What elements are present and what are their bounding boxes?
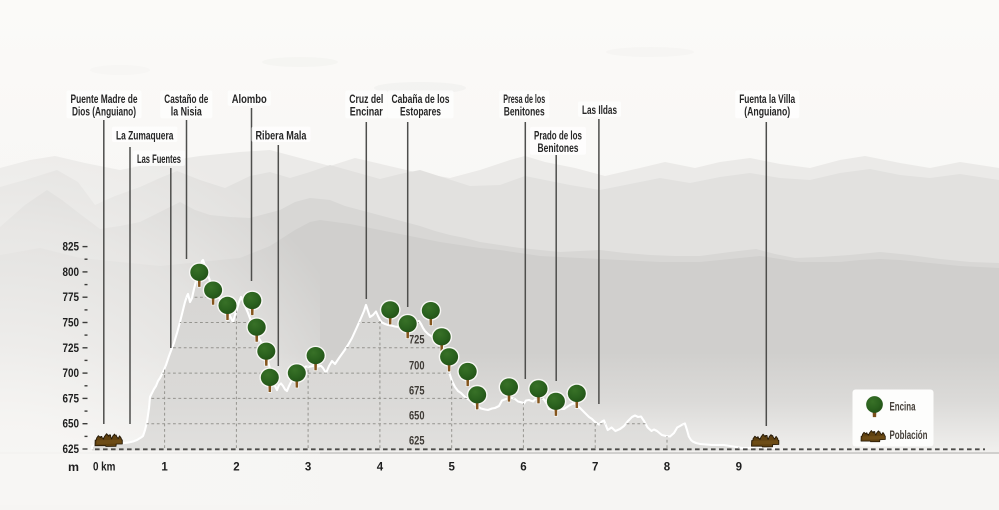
svg-text:Encinar: Encinar: [350, 105, 383, 119]
svg-text:Puente Madre de: Puente Madre de: [71, 92, 138, 106]
svg-text:la Nisia: la Nisia: [171, 105, 202, 119]
svg-text:800: 800: [63, 267, 80, 279]
svg-text:2: 2: [233, 462, 239, 474]
svg-text:Fuenta la Villa: Fuenta la Villa: [739, 92, 795, 106]
svg-text:Estopares: Estopares: [400, 105, 441, 119]
svg-text:0 km: 0 km: [93, 462, 116, 474]
svg-text:625: 625: [63, 444, 80, 456]
svg-text:650: 650: [63, 419, 80, 431]
svg-text:La Zumaquera: La Zumaquera: [116, 128, 174, 142]
svg-text:6: 6: [520, 462, 526, 474]
svg-text:Población: Población: [890, 430, 928, 442]
svg-text:Benitones: Benitones: [538, 141, 579, 155]
svg-text:650: 650: [409, 411, 425, 423]
svg-text:8: 8: [664, 462, 671, 474]
svg-text:725: 725: [63, 343, 80, 355]
svg-text:Cruz del: Cruz del: [349, 92, 383, 106]
svg-text:9: 9: [736, 462, 742, 474]
svg-text:Prado de los: Prado de los: [534, 129, 582, 143]
svg-text:825: 825: [63, 242, 80, 254]
svg-text:7: 7: [592, 462, 598, 474]
svg-text:Dios (Anguiano): Dios (Anguiano): [72, 105, 136, 119]
svg-text:5: 5: [448, 462, 455, 474]
svg-text:(Anguiano): (Anguiano): [744, 105, 790, 119]
svg-text:Presa de los: Presa de los: [503, 92, 545, 106]
svg-text:Encina: Encina: [890, 401, 916, 413]
svg-text:750: 750: [63, 318, 80, 330]
svg-text:700: 700: [409, 361, 425, 373]
svg-text:725: 725: [409, 334, 425, 346]
svg-text:700: 700: [63, 368, 80, 380]
svg-text:675: 675: [409, 385, 425, 397]
svg-text:Benitones: Benitones: [504, 105, 545, 119]
svg-text:Las Fuentes: Las Fuentes: [137, 152, 181, 166]
svg-text:Cabaña de los: Cabaña de los: [392, 92, 450, 106]
svg-text:m: m: [68, 460, 79, 474]
svg-text:3: 3: [305, 462, 311, 474]
svg-text:675: 675: [63, 393, 80, 405]
svg-text:625: 625: [409, 436, 425, 448]
svg-text:775: 775: [63, 292, 80, 304]
svg-text:4: 4: [377, 462, 384, 474]
svg-text:Las Ildas: Las Ildas: [582, 103, 617, 117]
svg-text:1: 1: [161, 462, 168, 474]
svg-text:Alombo: Alombo: [232, 92, 267, 106]
svg-text:Castaño de: Castaño de: [164, 92, 208, 106]
svg-text:Ribera Mala: Ribera Mala: [256, 128, 307, 142]
